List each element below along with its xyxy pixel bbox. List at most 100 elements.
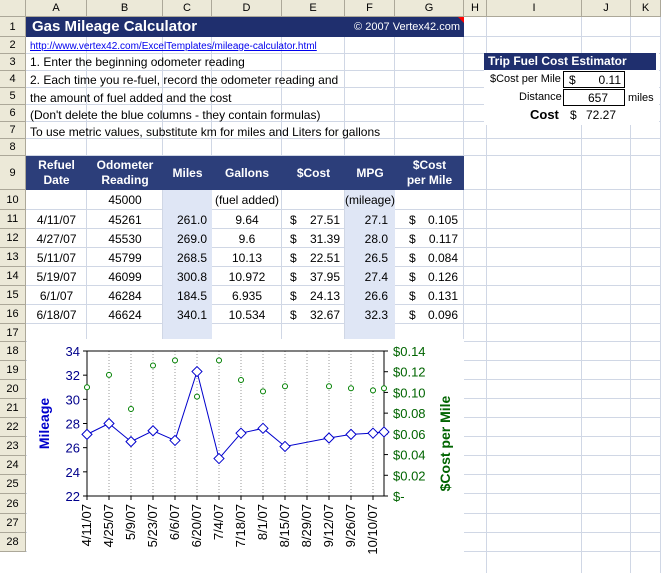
cost[interactable]: 24.13: [309, 289, 340, 303]
cost[interactable]: 37.95: [309, 270, 340, 284]
cost-per-mile-input[interactable]: $ 0.11: [563, 71, 625, 88]
row-header[interactable]: 1: [0, 17, 26, 37]
row-header[interactable]: 25: [0, 475, 26, 494]
cost[interactable]: 31.39: [309, 232, 340, 246]
refuel-date[interactable]: 5/19/07: [36, 270, 77, 284]
cost[interactable]: 27.51: [309, 213, 340, 227]
start-odometer[interactable]: 45000: [108, 193, 142, 207]
row-header[interactable]: 17: [0, 324, 26, 342]
odometer-reading[interactable]: 46624: [108, 308, 142, 322]
grid-line: [26, 53, 661, 54]
refuel-date[interactable]: 6/1/07: [39, 289, 74, 303]
column-header[interactable]: A: [26, 0, 87, 17]
mileage-point: [169, 434, 181, 447]
row-header[interactable]: 21: [0, 399, 26, 418]
gallons[interactable]: 10.534: [228, 308, 266, 322]
x-tick-label: 10/10/07: [365, 504, 380, 555]
odometer-reading[interactable]: 45261: [108, 213, 142, 227]
row-header[interactable]: 19: [0, 361, 26, 380]
gallons[interactable]: 6.935: [231, 289, 263, 303]
row-header[interactable]: 24: [0, 456, 26, 475]
row-header[interactable]: 6: [0, 105, 26, 122]
total-cost-value: 72.27: [586, 108, 617, 122]
odometer-reading[interactable]: 45530: [108, 232, 142, 246]
chart-background: [27, 339, 464, 573]
row-header[interactable]: 11: [0, 210, 26, 229]
distance-input[interactable]: 657: [563, 89, 625, 106]
row-header[interactable]: 16: [0, 305, 26, 324]
cost-per-mile-point: [348, 385, 354, 392]
refuel-date[interactable]: 5/11/07: [36, 251, 77, 265]
refuel-date[interactable]: 4/11/07: [36, 213, 77, 227]
row-header[interactable]: 20: [0, 380, 26, 399]
row-header[interactable]: 12: [0, 229, 26, 248]
odometer-reading[interactable]: 46284: [108, 289, 142, 303]
row-header[interactable]: 9: [0, 156, 26, 190]
row-header[interactable]: 13: [0, 248, 26, 267]
row-header[interactable]: 14: [0, 267, 26, 286]
cost-per-mile: 0.126: [427, 270, 458, 284]
column-header[interactable]: G: [395, 0, 464, 17]
column-header[interactable]: B: [87, 0, 163, 17]
row-header[interactable]: 2: [0, 37, 26, 54]
cpm-currency: $: [409, 213, 416, 227]
column-header[interactable]: F: [345, 0, 395, 17]
title-bar: Gas Mileage Calculator © 2007 Vertex42.c…: [26, 17, 464, 37]
cost[interactable]: 22.51: [309, 251, 340, 265]
gallons[interactable]: 10.13: [231, 251, 263, 265]
odometer-reading[interactable]: 46099: [108, 270, 142, 284]
cost-per-mile-point: [84, 384, 90, 391]
cost-per-mile-point: [216, 357, 222, 364]
column-title: Odometer Reading: [87, 156, 163, 190]
row-header[interactable]: 3: [0, 54, 26, 71]
grid-line: [486, 17, 487, 573]
row-header[interactable]: 22: [0, 418, 26, 437]
row-header[interactable]: 26: [0, 494, 26, 514]
gallons[interactable]: 9.6: [238, 232, 256, 246]
miles: 261.0: [176, 213, 207, 227]
refuel-date[interactable]: 6/18/07: [36, 308, 77, 322]
column-header[interactable]: E: [282, 0, 345, 17]
cost-currency: $: [290, 270, 297, 284]
cost-per-mile-point: [194, 393, 200, 400]
column-title-line1: $Cost: [412, 158, 447, 172]
column-title-line1: Refuel: [38, 158, 75, 172]
grid-line: [463, 17, 464, 573]
column-header[interactable]: D: [212, 0, 282, 17]
refuel-date[interactable]: 4/27/07: [36, 232, 77, 246]
page-title: Gas Mileage Calculator: [32, 18, 198, 35]
mileage-point: [323, 432, 335, 444]
row-header[interactable]: 28: [0, 533, 26, 552]
select-all-corner[interactable]: [0, 0, 26, 17]
row-header[interactable]: 15: [0, 286, 26, 305]
row-header[interactable]: 10: [0, 190, 26, 210]
y-tick-label: 24: [66, 465, 80, 480]
gallons-note: (fuel added): [214, 193, 280, 207]
row-header[interactable]: 5: [0, 88, 26, 105]
cost[interactable]: 32.67: [309, 308, 340, 322]
column-title-line2: Date: [43, 173, 70, 187]
row-header[interactable]: 23: [0, 437, 26, 456]
row-header[interactable]: 7: [0, 122, 26, 139]
column-header[interactable]: J: [582, 0, 631, 17]
row-header[interactable]: 18: [0, 342, 26, 361]
cpm-currency: $: [409, 308, 416, 322]
y-tick-label: 32: [66, 368, 80, 383]
odometer-reading[interactable]: 45799: [108, 251, 142, 265]
gallons[interactable]: 9.64: [235, 213, 259, 227]
row-header[interactable]: 8: [0, 139, 26, 156]
column-header[interactable]: C: [163, 0, 212, 17]
template-link[interactable]: http://www.vertex42.com/ExcelTemplates/m…: [30, 41, 317, 52]
column-header[interactable]: K: [631, 0, 661, 17]
row-header[interactable]: 4: [0, 71, 26, 88]
column-header[interactable]: H: [464, 0, 487, 17]
x-tick-label: 7/18/07: [233, 504, 248, 547]
grid-line: [26, 121, 661, 122]
instruction-4: (Don't delete the blue columns - they co…: [30, 108, 321, 122]
column-header[interactable]: I: [487, 0, 582, 17]
row-header[interactable]: 27: [0, 514, 26, 533]
gallons[interactable]: 10.972: [228, 270, 266, 284]
grid-line: [26, 209, 661, 210]
y-tick-label: 26: [66, 441, 80, 456]
grid-line: [26, 285, 661, 286]
